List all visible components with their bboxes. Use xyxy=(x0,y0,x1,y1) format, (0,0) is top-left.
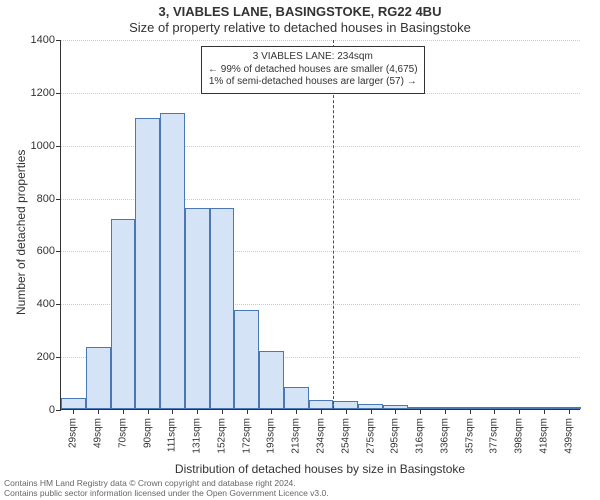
x-tick-mark xyxy=(73,409,74,414)
x-axis-label: Distribution of detached houses by size … xyxy=(60,462,580,476)
x-tick-label: 29sqm xyxy=(68,418,79,448)
reference-line xyxy=(333,40,334,409)
x-tick-label: 254sqm xyxy=(340,418,351,454)
x-tick-mark xyxy=(321,409,322,414)
x-tick-mark xyxy=(98,409,99,414)
y-tick-label: 1200 xyxy=(31,87,55,99)
x-tick-mark xyxy=(445,409,446,414)
y-tick-mark xyxy=(56,199,61,200)
histogram-bar xyxy=(507,407,532,409)
x-tick-mark xyxy=(371,409,372,414)
x-tick-mark xyxy=(346,409,347,414)
footer-line-2: Contains public sector information licen… xyxy=(4,488,329,498)
histogram-bar xyxy=(432,407,457,409)
histogram-bar xyxy=(457,407,482,409)
footer-attribution: Contains HM Land Registry data © Crown c… xyxy=(4,478,329,498)
y-tick-label: 800 xyxy=(37,193,55,205)
y-tick-mark xyxy=(56,93,61,94)
y-axis-label: Number of detached properties xyxy=(14,150,28,315)
histogram-bar xyxy=(234,310,259,409)
y-tick-mark xyxy=(56,357,61,358)
x-tick-mark xyxy=(395,409,396,414)
annotation-line-2: ← 99% of detached houses are smaller (4,… xyxy=(208,64,418,77)
x-tick-label: 377sqm xyxy=(489,418,500,454)
x-tick-mark xyxy=(271,409,272,414)
x-tick-mark xyxy=(470,409,471,414)
x-tick-label: 357sqm xyxy=(464,418,475,454)
x-tick-label: 275sqm xyxy=(365,418,376,454)
histogram-bar xyxy=(556,407,581,409)
annotation-line-1: 3 VIABLES LANE: 234sqm xyxy=(208,51,418,64)
x-tick-label: 111sqm xyxy=(167,418,178,452)
y-tick-label: 600 xyxy=(37,245,55,257)
x-tick-mark xyxy=(296,409,297,414)
histogram-bar xyxy=(482,407,507,409)
x-tick-label: 49sqm xyxy=(93,418,104,448)
x-tick-label: 131sqm xyxy=(192,418,203,454)
histogram-bar xyxy=(185,208,210,409)
y-tick-mark xyxy=(56,146,61,147)
plot-area: 3 VIABLES LANE: 234sqm ← 99% of detached… xyxy=(60,40,580,410)
x-tick-label: 418sqm xyxy=(538,418,549,454)
grid-line xyxy=(61,40,580,41)
chart-subtitle: Size of property relative to detached ho… xyxy=(0,20,600,35)
histogram-bar xyxy=(86,347,111,409)
y-tick-label: 400 xyxy=(37,298,55,310)
x-tick-label: 234sqm xyxy=(316,418,327,454)
histogram-bar xyxy=(210,208,235,409)
x-tick-mark xyxy=(569,409,570,414)
x-tick-mark xyxy=(544,409,545,414)
y-tick-mark xyxy=(56,410,61,411)
x-tick-mark xyxy=(494,409,495,414)
histogram-bar xyxy=(259,351,284,409)
footer-line-1: Contains HM Land Registry data © Crown c… xyxy=(4,478,329,488)
y-tick-mark xyxy=(56,251,61,252)
y-tick-mark xyxy=(56,40,61,41)
x-tick-label: 90sqm xyxy=(142,418,153,448)
histogram-bar xyxy=(160,113,185,409)
x-tick-label: 213sqm xyxy=(291,418,302,454)
x-tick-mark xyxy=(197,409,198,414)
x-tick-label: 70sqm xyxy=(117,418,128,448)
x-tick-label: 193sqm xyxy=(266,418,277,454)
y-tick-mark xyxy=(56,304,61,305)
x-tick-mark xyxy=(519,409,520,414)
histogram-bar xyxy=(61,398,86,409)
annotation-line-3: 1% of semi-detached houses are larger (5… xyxy=(208,76,418,89)
x-tick-label: 336sqm xyxy=(439,418,450,454)
histogram-bar xyxy=(408,407,433,409)
x-tick-label: 152sqm xyxy=(216,418,227,454)
histogram-bar xyxy=(135,118,160,409)
x-tick-label: 295sqm xyxy=(390,418,401,454)
x-tick-mark xyxy=(172,409,173,414)
x-tick-mark xyxy=(222,409,223,414)
histogram-bar xyxy=(284,387,309,409)
y-tick-label: 1000 xyxy=(31,140,55,152)
histogram-bar xyxy=(309,400,334,409)
histogram-bar xyxy=(111,219,136,409)
y-tick-label: 1400 xyxy=(31,34,55,46)
y-tick-label: 0 xyxy=(49,404,55,416)
x-tick-label: 172sqm xyxy=(241,418,252,454)
x-tick-label: 439sqm xyxy=(563,418,574,454)
histogram-bar xyxy=(358,404,383,409)
annotation-box: 3 VIABLES LANE: 234sqm ← 99% of detached… xyxy=(201,46,425,94)
x-tick-mark xyxy=(123,409,124,414)
x-tick-label: 316sqm xyxy=(415,418,426,454)
x-tick-mark xyxy=(148,409,149,414)
x-tick-mark xyxy=(420,409,421,414)
histogram-bar xyxy=(333,401,358,409)
histogram-bar xyxy=(531,407,556,409)
x-tick-mark xyxy=(247,409,248,414)
chart-container: 3, VIABLES LANE, BASINGSTOKE, RG22 4BU S… xyxy=(0,0,600,500)
x-tick-label: 398sqm xyxy=(514,418,525,454)
chart-title-address: 3, VIABLES LANE, BASINGSTOKE, RG22 4BU xyxy=(0,4,600,19)
y-tick-label: 200 xyxy=(37,351,55,363)
histogram-bar xyxy=(383,405,408,409)
